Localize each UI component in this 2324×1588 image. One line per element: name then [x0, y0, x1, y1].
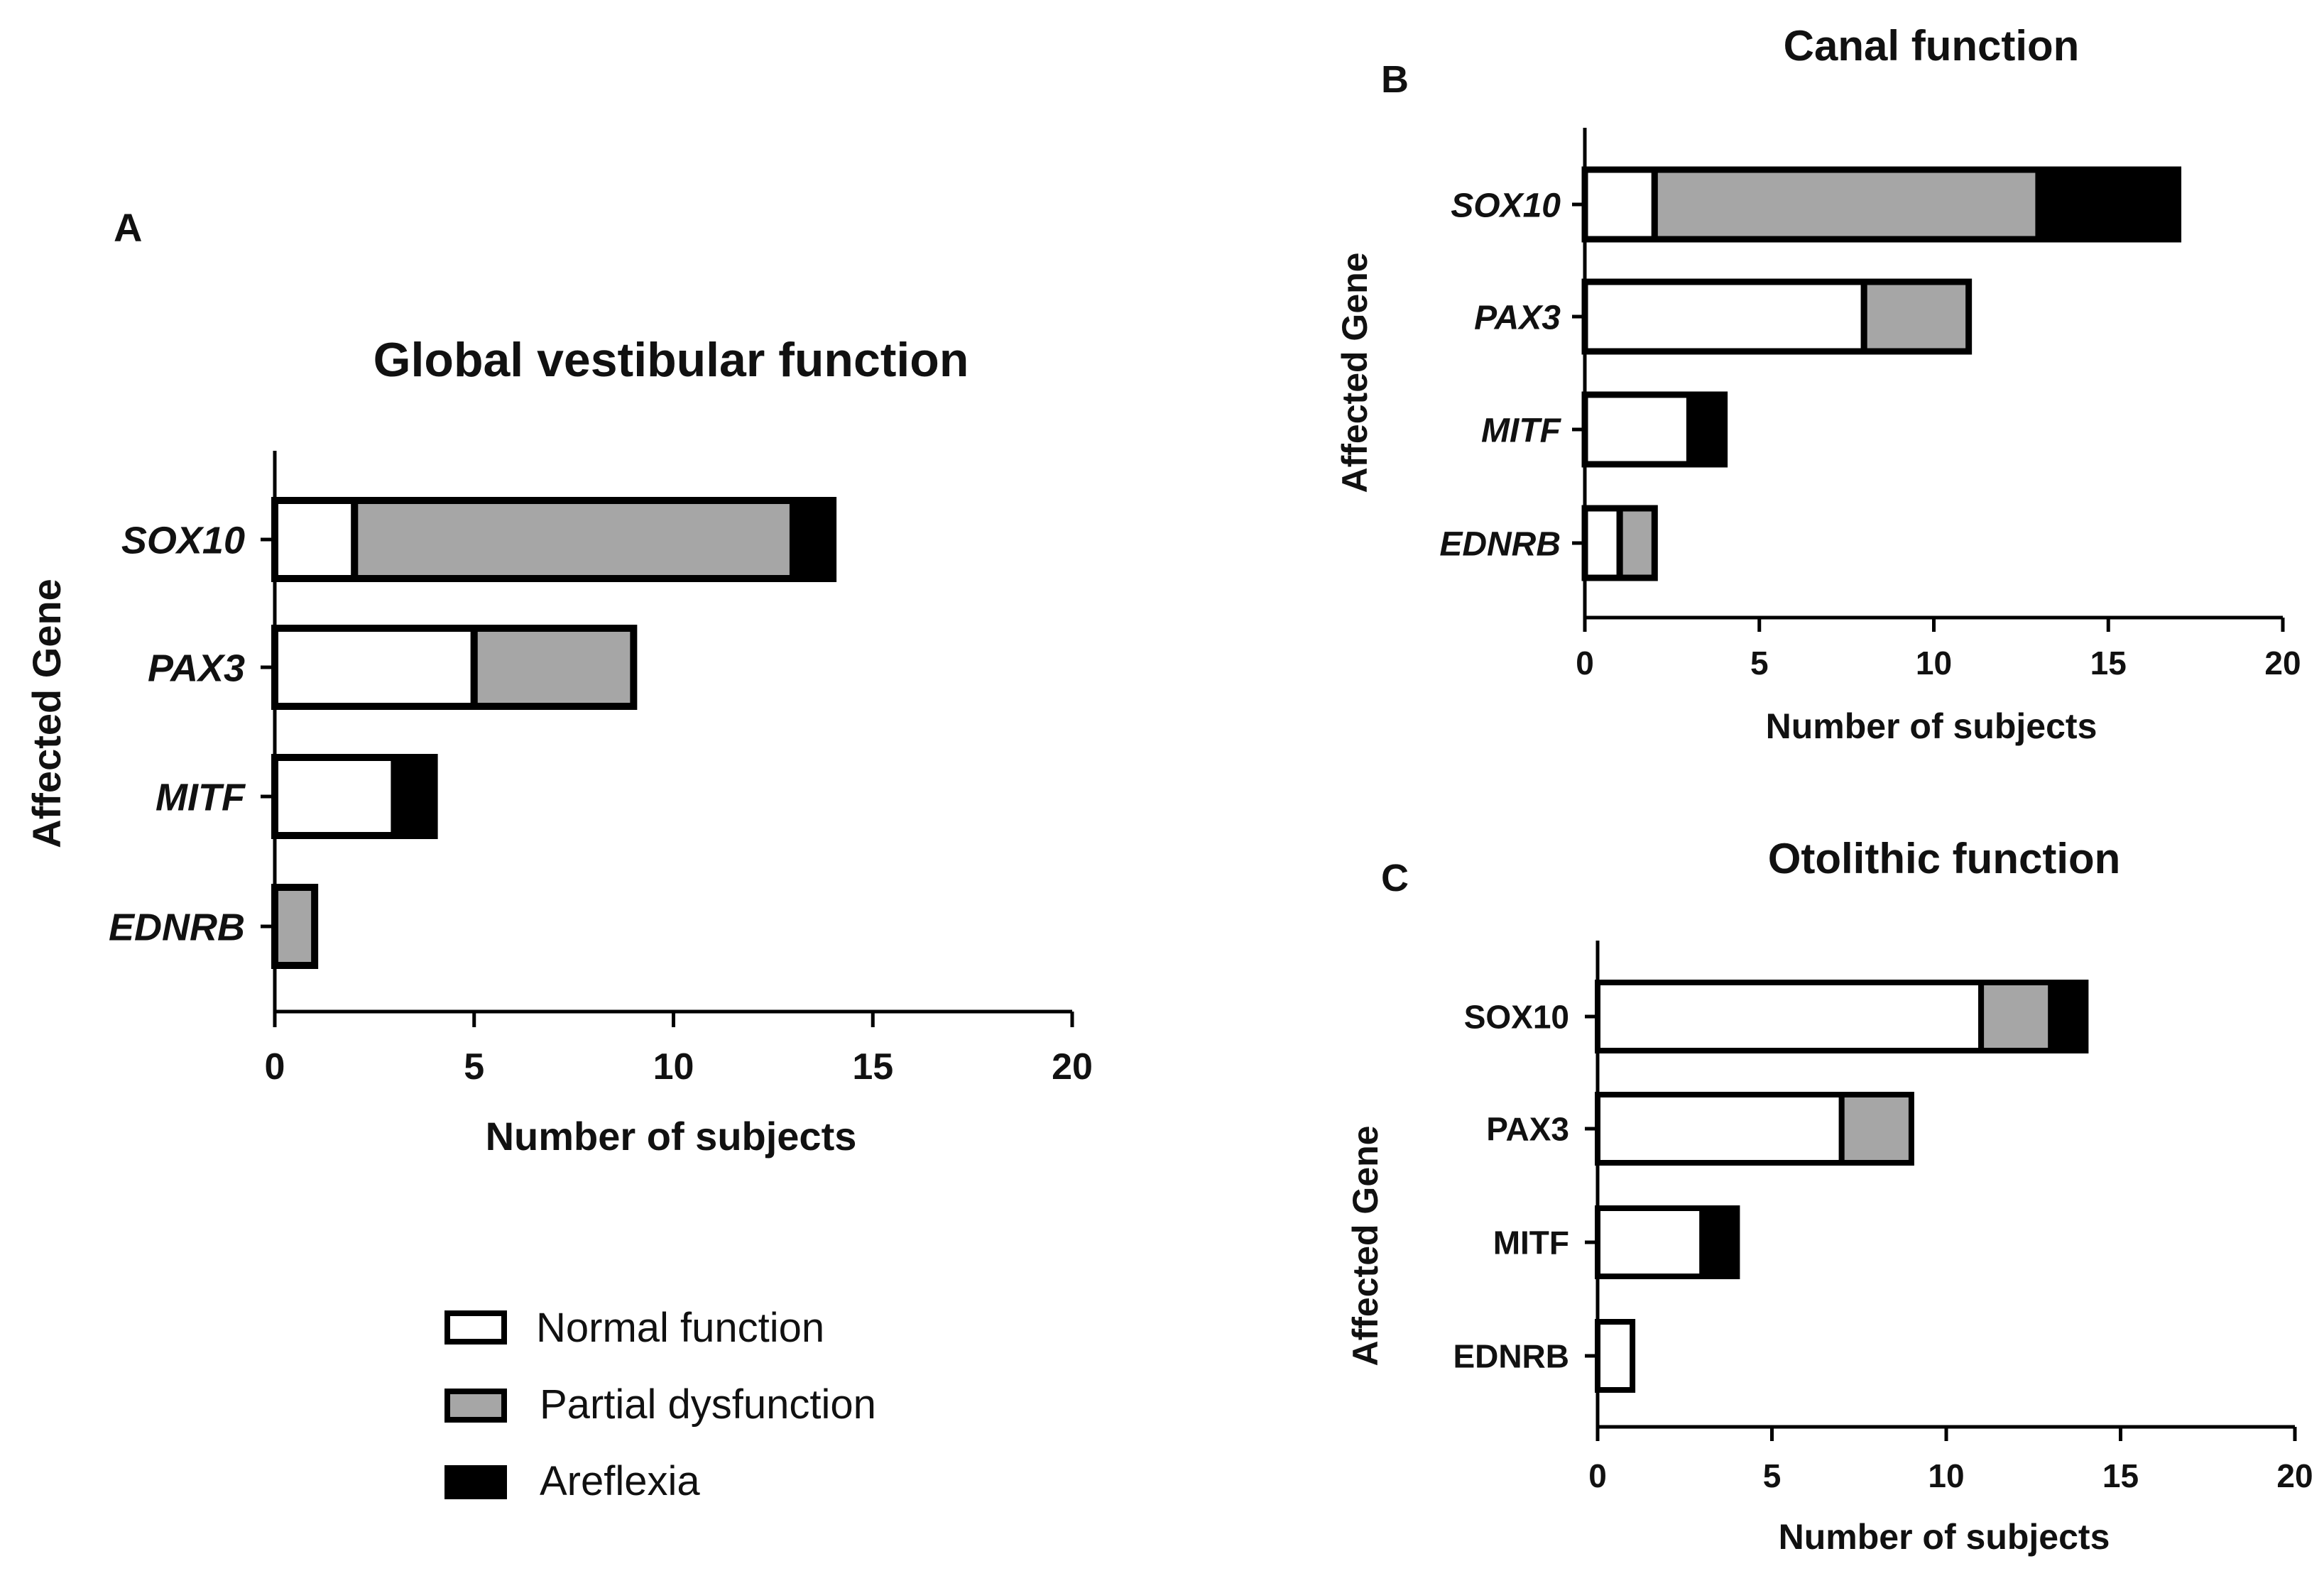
legend-swatch-normal	[444, 1310, 507, 1345]
legend-label-areflexia: Areflexia	[540, 1458, 700, 1504]
panel-c-y-axis-title: Affected Gene	[1346, 1126, 1385, 1367]
panel-c-x-tick-label: 10	[1928, 1457, 1964, 1494]
panel-c-bar-normal	[1595, 1205, 1706, 1279]
panel-b-letter: B	[1381, 58, 1409, 101]
panel-b-plot: 0 5 10 15 20 SOX10 PAX3 MITF EDNRB	[1439, 128, 2301, 681]
panel-b-bar-normal	[1581, 505, 1623, 581]
panel-a-bar-areflexia	[391, 754, 438, 839]
panel-a-category-label: MITF	[156, 776, 246, 818]
panel-a-bar-areflexia	[789, 497, 837, 582]
panel-c-letter: C	[1381, 857, 1409, 899]
panel-a-x-tick-label: 10	[653, 1046, 694, 1088]
panel-b-bar-partial	[1860, 278, 1973, 355]
panel-c-bar-partial	[1978, 980, 2054, 1053]
panel-c-bar-areflexia	[1699, 1205, 1740, 1279]
panel-a-bar-normal	[271, 497, 359, 582]
panel-c-bar-areflexia	[2048, 980, 2089, 1053]
panel-b: B Canal function Affected Gene 0 5 10 15 20 S…	[1335, 22, 2301, 746]
panel-c-category-label: MITF	[1493, 1225, 1569, 1261]
panel-b-bar-areflexia	[2035, 166, 2182, 243]
panel-b-x-axis-title: Number of subjects	[1766, 706, 2097, 746]
panel-a: A Global vestibular function Affected Ge…	[24, 205, 1093, 1159]
panel-c-x-tick-label: 0	[1588, 1457, 1607, 1494]
panel-a-bar-partial	[470, 625, 638, 710]
legend-swatch-areflexia	[444, 1465, 507, 1499]
panel-b-x-tick-label: 5	[1750, 645, 1769, 681]
panel-a-bar-partial	[351, 497, 797, 582]
panel-c-bar-partial	[1838, 1092, 1914, 1166]
panel-b-bar-partial	[1651, 166, 2042, 243]
panel-a-category-label: SOX10	[121, 519, 245, 562]
panel-a-category-label: EDNRB	[109, 906, 245, 948]
panel-b-category-label: EDNRB	[1439, 525, 1561, 563]
panel-b-x-tick-label: 15	[2090, 645, 2127, 681]
panel-c-x-tick-label: 5	[1763, 1457, 1782, 1494]
panel-c-bar-normal	[1595, 1092, 1845, 1166]
panel-b-bar-normal	[1581, 166, 1658, 243]
panel-c-x-axis-title: Number of subjects	[1779, 1517, 2110, 1557]
legend-item-normal: Normal function	[444, 1305, 824, 1351]
panel-a-x-axis-title: Number of subjects	[486, 1114, 857, 1159]
panel-c-title: Otolithic function	[1768, 835, 2121, 882]
panel-b-x-tick-label: 20	[2264, 645, 2301, 681]
legend-item-areflexia: Areflexia	[444, 1458, 700, 1504]
legend: Normal function Partial dysfunction Aref…	[444, 1305, 876, 1504]
panel-b-bar-areflexia	[1686, 391, 1728, 468]
panel-c-plot: 0 5 10 15 20 SOX10 PAX3 MITF EDNRB	[1453, 941, 2313, 1494]
panel-c: C Otolithic function Affected Gene 0 5 10 1…	[1346, 835, 2313, 1557]
panel-a-x-tick-label: 15	[852, 1046, 893, 1088]
legend-swatch-partial	[444, 1389, 507, 1423]
panel-a-x-tick-label: 0	[265, 1046, 285, 1088]
panel-a-x-tick-label: 5	[464, 1046, 484, 1088]
panel-a-y-axis-title: Affected Gene	[24, 579, 69, 848]
legend-label-partial: Partial dysfunction	[540, 1381, 876, 1428]
panel-b-x-tick-label: 0	[1576, 645, 1594, 681]
panel-a-bar-partial	[271, 884, 319, 969]
panel-b-category-label: PAX3	[1474, 299, 1561, 336]
panel-c-bar-normal	[1595, 980, 1985, 1053]
panel-b-title: Canal function	[1784, 22, 2080, 70]
panel-c-x-tick-label: 20	[2276, 1457, 2313, 1494]
panel-b-category-label: MITF	[1481, 412, 1562, 449]
panel-b-bar-partial	[1616, 505, 1658, 581]
panel-c-bar-normal	[1595, 1319, 1636, 1393]
panel-a-title: Global vestibular function	[373, 333, 969, 387]
panel-a-x-tick-label: 20	[1052, 1046, 1093, 1088]
panel-b-category-label: SOX10	[1451, 187, 1561, 224]
legend-item-partial: Partial dysfunction	[444, 1381, 876, 1428]
panel-a-bar-normal	[271, 754, 398, 839]
panel-a-category-label: PAX3	[148, 647, 245, 689]
panel-b-x-tick-label: 10	[1916, 645, 1952, 681]
panel-a-bar-normal	[271, 625, 478, 710]
panel-c-category-label: PAX3	[1486, 1111, 1569, 1148]
panel-c-category-label: SOX10	[1464, 999, 1569, 1036]
panel-a-letter: A	[114, 205, 142, 250]
panel-b-bar-normal	[1581, 278, 1867, 355]
panel-a-plot: 0 5 10 15 20 SOX10 PAX3 MITF EDNRB	[109, 451, 1093, 1088]
panel-b-bar-normal	[1581, 391, 1693, 468]
panel-b-y-axis-title: Affected Gene	[1335, 253, 1375, 493]
panel-c-x-tick-label: 15	[2102, 1457, 2139, 1494]
legend-label-normal: Normal function	[536, 1305, 824, 1351]
panel-c-category-label: EDNRB	[1453, 1338, 1569, 1375]
